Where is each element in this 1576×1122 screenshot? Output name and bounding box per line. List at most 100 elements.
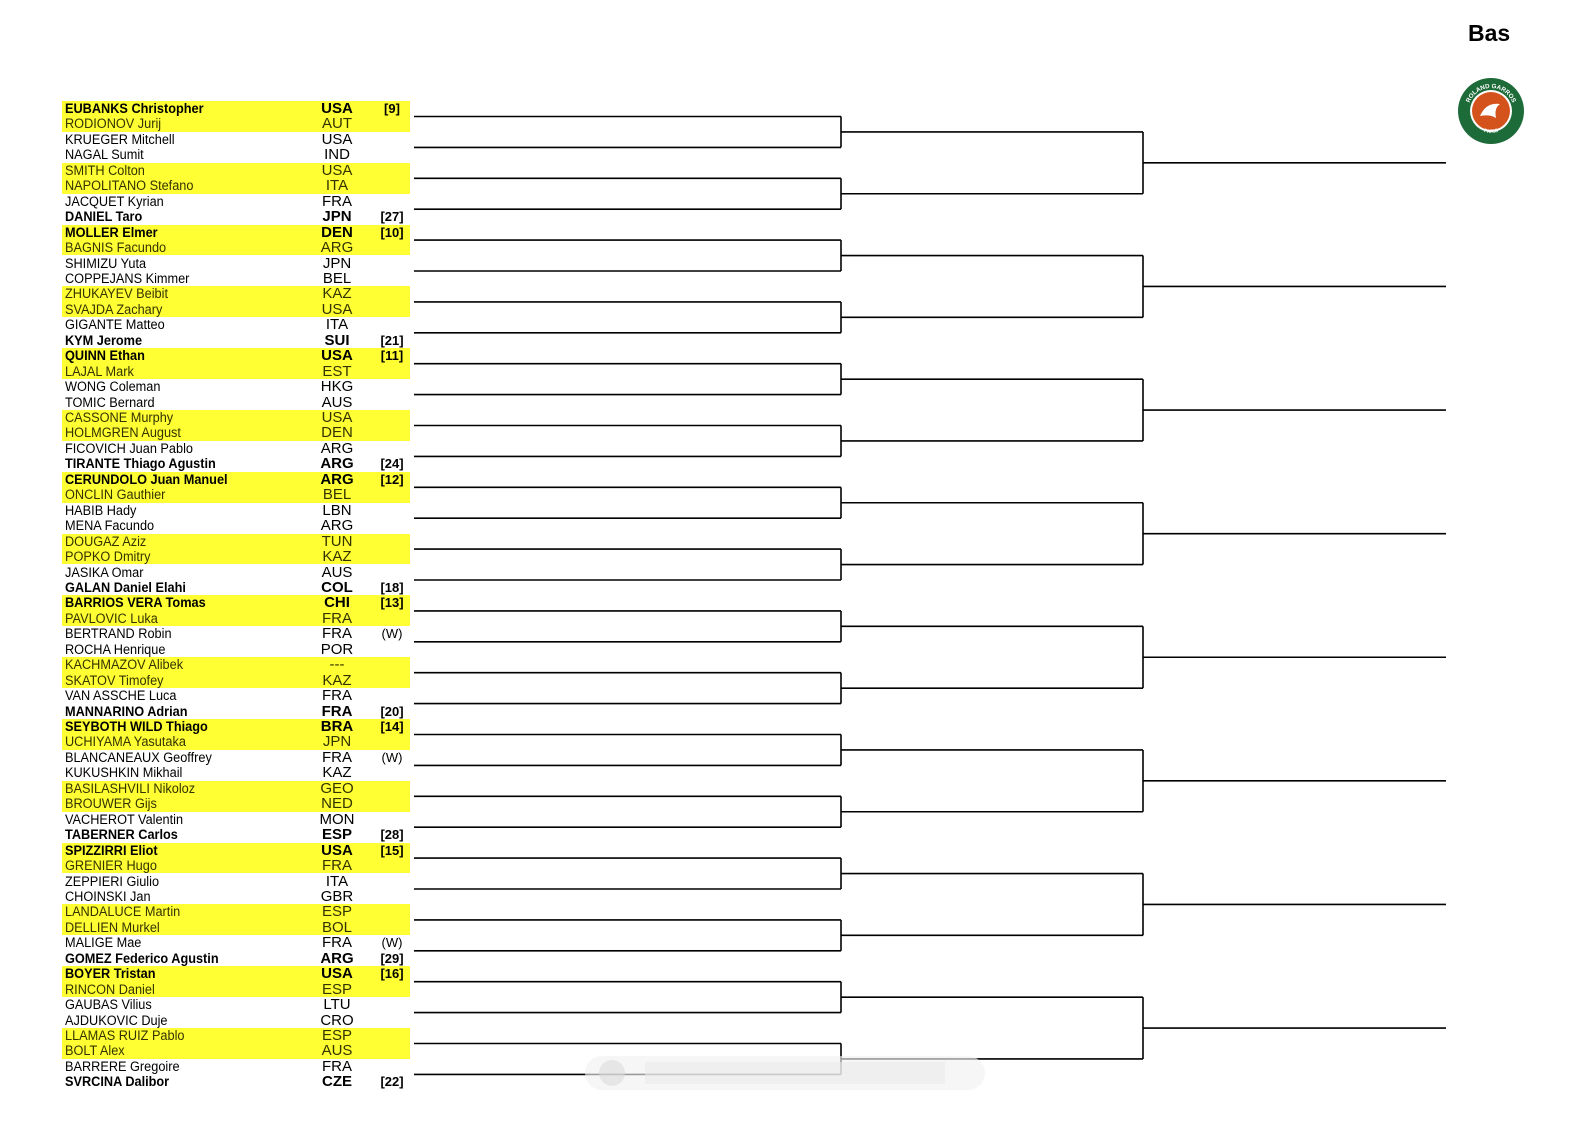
player-country: USA bbox=[321, 131, 353, 148]
player-name: KUKUSHKIN Mikhail bbox=[65, 765, 183, 781]
player-seed: [9] bbox=[384, 101, 400, 116]
player-name: ZHUKAYEV Beibit bbox=[65, 286, 168, 302]
player-country: ITA bbox=[325, 873, 349, 889]
player-name: COPPEJANS Kimmer bbox=[65, 270, 190, 286]
player-country: FRA bbox=[322, 610, 352, 627]
player-country: --- bbox=[329, 657, 345, 673]
player-row: DANIEL Taro JPN [27] bbox=[62, 209, 410, 224]
player-row: RODIONOV Jurij AUT bbox=[62, 116, 410, 132]
player-name: ZEPPIERI Giulio bbox=[65, 873, 160, 889]
player-country: USA bbox=[321, 301, 353, 318]
player-name: SVAJDA Zachary bbox=[65, 301, 163, 317]
player-name: FICOVICH Juan Pablo bbox=[65, 440, 193, 456]
player-row: TABERNER Carlos ESP [28] bbox=[62, 827, 410, 842]
player-seed: [24] bbox=[380, 456, 404, 472]
player-row: LAJAL Mark EST bbox=[62, 363, 410, 380]
player-country: NED bbox=[321, 796, 353, 812]
player-country: ITA bbox=[325, 178, 349, 194]
player-row: MENA Facundo ARG bbox=[62, 518, 410, 533]
player-name: DANIEL Taro bbox=[65, 209, 143, 225]
player-seed: (W) bbox=[381, 626, 403, 642]
player-row: GRENIER Hugo FRA bbox=[62, 858, 410, 874]
player-name: KYM Jerome bbox=[65, 332, 143, 348]
player-country: ESP bbox=[321, 904, 352, 920]
player-name: KACHMAZOV Alibek bbox=[65, 657, 184, 673]
player-country: ESP bbox=[321, 1028, 352, 1044]
player-country: CRO bbox=[320, 1012, 354, 1028]
player-name: WONG Coleman bbox=[65, 379, 161, 395]
player-name: LANDALUCE Martin bbox=[65, 904, 181, 920]
player-country: USA bbox=[321, 162, 353, 179]
player-seed: [11] bbox=[380, 348, 404, 364]
player-country: FRA bbox=[322, 688, 352, 704]
player-row: UCHIYAMA Yasutaka JPN bbox=[62, 734, 410, 750]
player-name: BARRERE Gregoire bbox=[65, 1058, 180, 1074]
player-name: MANNARINO Adrian bbox=[65, 703, 188, 719]
player-row: JASIKA Omar AUS bbox=[62, 565, 410, 580]
player-name: VAN ASSCHE Luca bbox=[65, 688, 177, 704]
player-seed: [29] bbox=[380, 950, 404, 966]
player-name: TABERNER Carlos bbox=[65, 827, 178, 843]
player-name: LLAMAS RUIZ Pablo bbox=[65, 1028, 185, 1043]
page-title: Bas bbox=[1468, 20, 1511, 46]
player-country: BEL bbox=[322, 487, 352, 503]
player-name: GAUBAS Vilius bbox=[65, 997, 152, 1013]
player-country: KAZ bbox=[322, 549, 352, 565]
player-country: FRA bbox=[322, 749, 352, 766]
player-country: CHI bbox=[324, 595, 350, 611]
player-country: BEL bbox=[322, 270, 352, 287]
player-row: HOLMGREN August DEN bbox=[62, 425, 410, 441]
player-name: VACHEROT Valentin bbox=[65, 811, 184, 827]
player-row: PAVLOVIC Luka FRA bbox=[62, 610, 410, 627]
player-row: CHOINSKI Jan GBR bbox=[62, 889, 410, 904]
player-seed: [14] bbox=[380, 719, 404, 734]
player-country: DEN bbox=[321, 224, 353, 241]
player-row: NAPOLITANO Stefano ITA bbox=[62, 178, 410, 194]
player-row: GAUBAS Vilius LTU bbox=[62, 997, 410, 1012]
player-row: ROCHA Henrique POR bbox=[62, 642, 410, 657]
player-country: ESP bbox=[321, 827, 352, 843]
player-row: MALIGE Mae FRA (W) bbox=[62, 935, 410, 950]
player-name: MALIGE Mae bbox=[65, 935, 142, 951]
player-name: MOLLER Elmer bbox=[65, 224, 158, 240]
player-name: TIRANTE Thiago Agustin bbox=[65, 456, 216, 472]
player-seed: [10] bbox=[380, 224, 404, 240]
player-row: BOYER Tristan USA [16] bbox=[62, 966, 410, 982]
player-seed: [13] bbox=[380, 595, 404, 611]
player-country: USA bbox=[321, 842, 353, 859]
svg-text:PARIS: PARIS bbox=[1483, 128, 1499, 135]
player-row: CASSONE Murphy USA bbox=[62, 410, 410, 426]
player-country: FRA bbox=[322, 626, 352, 642]
player-row: KUKUSHKIN Mikhail KAZ bbox=[62, 765, 410, 780]
player-row: BASILASHVILI Nikoloz GEO bbox=[62, 780, 410, 797]
player-row: NAGAL Sumit IND bbox=[62, 147, 410, 162]
player-country: CZE bbox=[322, 1074, 352, 1090]
player-row: WONG Coleman HKG bbox=[62, 379, 410, 394]
player-country: ARG bbox=[320, 950, 354, 967]
player-row: DOUGAZ Aziz TUN bbox=[62, 533, 410, 550]
player-country: USA bbox=[321, 966, 353, 982]
player-row: LANDALUCE Martin ESP bbox=[62, 904, 410, 920]
player-name: NAGAL Sumit bbox=[65, 147, 144, 163]
player-name: BAGNIS Facundo bbox=[65, 240, 167, 256]
player-name: BARRIOS VERA Tomas bbox=[65, 595, 206, 611]
player-row: BARRIOS VERA Tomas CHI [13] bbox=[62, 595, 410, 611]
player-row: VACHEROT Valentin MON bbox=[62, 812, 410, 827]
player-country: JPN bbox=[322, 209, 352, 225]
player-country: ARG bbox=[320, 471, 354, 488]
player-row: BROUWER Gijs NED bbox=[62, 796, 410, 812]
player-country: ARG bbox=[320, 456, 354, 472]
player-seed: [27] bbox=[380, 209, 404, 225]
player-row: TIRANTE Thiago Agustin ARG [24] bbox=[62, 456, 410, 471]
player-country: ARG bbox=[320, 240, 354, 256]
player-country: IND bbox=[324, 147, 350, 163]
player-seed: [28] bbox=[380, 827, 404, 843]
player-country: KAZ bbox=[322, 286, 352, 302]
player-country: AUT bbox=[322, 116, 352, 132]
player-name: CASSONE Murphy bbox=[65, 410, 174, 425]
player-row: ZHUKAYEV Beibit KAZ bbox=[62, 286, 410, 302]
player-name: NAPOLITANO Stefano bbox=[65, 178, 194, 194]
player-row: LLAMAS RUIZ Pablo ESP bbox=[62, 1028, 410, 1044]
player-row: TOMIC Bernard AUS bbox=[62, 395, 410, 410]
player-row: RINCON Daniel ESP bbox=[62, 981, 410, 998]
